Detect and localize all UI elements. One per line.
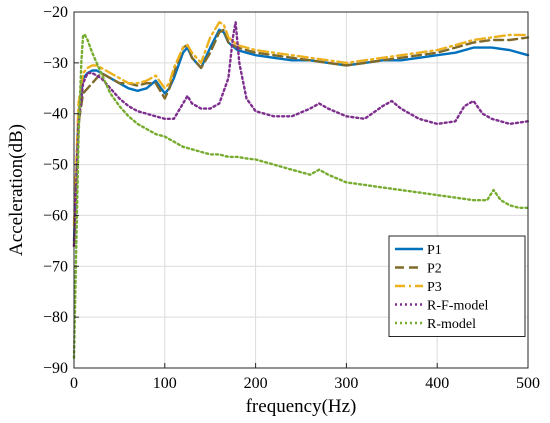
series-lines xyxy=(72,21,530,359)
x-tick-labels: 0 100 200 300 400 500 xyxy=(70,363,540,392)
plot-area-border xyxy=(73,11,529,369)
y-tick-label: −90 xyxy=(43,360,68,377)
y-tick-label: −50 xyxy=(43,157,68,174)
y-tick-labels: −90 −80 −70 −60 −50 −40 −30 −20 xyxy=(43,4,79,377)
y-axis-label: Acceleration(dB) xyxy=(6,124,27,256)
series-line-r-f-model xyxy=(72,21,530,248)
y-tick-label: −20 xyxy=(43,4,68,21)
series-line-p1 xyxy=(72,28,530,243)
x-tick-label: 100 xyxy=(153,375,177,392)
series-line-p2 xyxy=(72,28,530,248)
legend-label: P1 xyxy=(427,243,442,258)
y-tick-label: −60 xyxy=(43,207,68,224)
series-line-r-model xyxy=(72,33,530,359)
x-tick-label: 500 xyxy=(516,375,540,392)
legend-label: P3 xyxy=(427,280,442,295)
legend-label: P2 xyxy=(427,262,442,277)
legend-label: R-F-model xyxy=(427,299,489,314)
legend: P1 P2 P3 R-F-model R-model xyxy=(388,235,526,337)
series-line-p3 xyxy=(72,21,530,227)
y-tick-label: −30 xyxy=(43,55,68,72)
x-tick-label: 400 xyxy=(425,375,449,392)
x-tick-label: 200 xyxy=(244,375,268,392)
y-tick-label: −40 xyxy=(43,106,68,123)
legend-label: R-model xyxy=(427,317,476,332)
legend-box xyxy=(388,235,526,337)
y-tick-label: −80 xyxy=(43,309,68,326)
y-tick-label: −70 xyxy=(43,258,68,275)
x-tick-label: 0 xyxy=(70,375,78,392)
x-tick-label: 300 xyxy=(334,375,358,392)
x-axis-label: frequency(Hz) xyxy=(246,396,357,417)
